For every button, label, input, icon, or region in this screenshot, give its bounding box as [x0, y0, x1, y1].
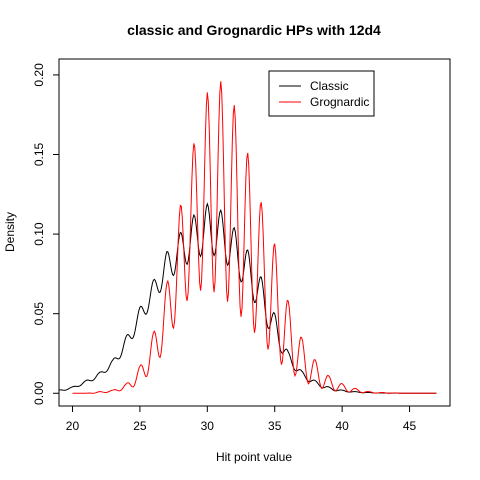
- y-tick-label: 0.15: [32, 143, 46, 167]
- x-tick-label: 30: [201, 419, 215, 433]
- y-tick-label: 0.20: [32, 63, 46, 87]
- plot-frame: [58, 58, 451, 407]
- x-tick-label: 20: [66, 419, 80, 433]
- legend: Classic Grognardic: [268, 70, 375, 117]
- x-tick-label: 35: [268, 419, 282, 433]
- x-axis: 20 25 30 35 40 45: [66, 406, 417, 433]
- legend-label-grognardic: Grognardic: [310, 95, 369, 109]
- legend-label-classic: Classic: [310, 79, 349, 93]
- x-tick-label: 25: [133, 419, 147, 433]
- y-tick-label: 0.00: [32, 381, 46, 405]
- x-tick-label: 45: [403, 419, 417, 433]
- legend-box: [268, 70, 375, 117]
- x-tick-label: 40: [335, 419, 349, 433]
- y-axis: 0.00 0.05 0.10 0.15 0.20: [32, 63, 59, 405]
- y-tick-label: 0.10: [32, 222, 46, 246]
- y-axis-label: Density: [3, 212, 17, 252]
- y-tick-label: 0.05: [32, 302, 46, 326]
- series-line-classic: [58, 202, 437, 394]
- x-axis-label: Hit point value: [216, 450, 292, 464]
- series-layer: [58, 81, 437, 394]
- chart-title: classic and Grognardic HPs with 12d4: [127, 22, 381, 38]
- series-line-grognardic: [72, 81, 437, 394]
